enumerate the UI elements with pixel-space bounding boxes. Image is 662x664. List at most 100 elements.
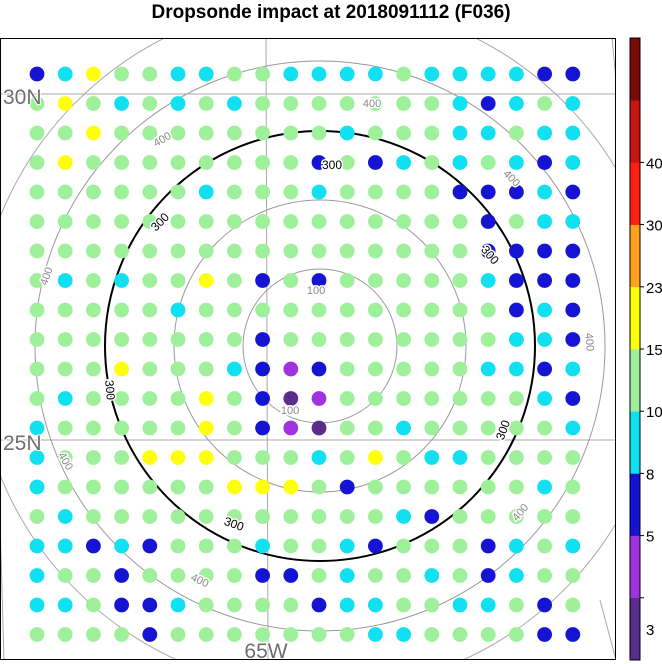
impact-point [29, 214, 45, 229]
impact-point [198, 450, 214, 465]
impact-point [368, 420, 383, 436]
impact-point [368, 332, 383, 347]
impact-point [311, 538, 327, 554]
impact-point [29, 184, 45, 200]
impact-point [86, 450, 101, 465]
impact-point [368, 96, 383, 111]
impact-point [396, 302, 411, 318]
impact-point [29, 96, 45, 111]
impact-point [142, 509, 158, 524]
impact-point [29, 332, 45, 347]
impact-point [311, 155, 327, 170]
impact-point [452, 450, 468, 465]
impact-point [227, 273, 242, 288]
impact-point [170, 420, 186, 436]
impact-point [86, 420, 101, 436]
impact-point [480, 184, 496, 200]
impact-point [283, 155, 299, 170]
impact-point [255, 243, 270, 259]
impact-point [283, 420, 299, 436]
impact-point [452, 420, 468, 436]
impact-point [452, 627, 468, 642]
impact-point [142, 538, 158, 554]
impact-point [86, 568, 101, 583]
impact-point [537, 332, 552, 347]
impact-point [283, 214, 299, 229]
impact-point [142, 479, 158, 495]
impact-point [283, 479, 299, 495]
impact-point [480, 568, 496, 583]
impact-point [142, 361, 158, 377]
impact-point [142, 302, 158, 318]
impact-point [227, 214, 242, 229]
impact-point [424, 568, 440, 583]
impact-point [396, 479, 411, 495]
impact-point [283, 597, 299, 613]
impact-point [86, 538, 101, 554]
impact-point [142, 568, 158, 583]
impact-point [537, 184, 552, 200]
impact-point [170, 273, 186, 288]
impact-point [565, 302, 581, 318]
impact-point [509, 538, 524, 554]
impact-point [452, 125, 468, 141]
colorbar-segment [630, 224, 640, 288]
impact-point [142, 155, 158, 170]
impact-point [509, 66, 524, 82]
impact-point [170, 597, 186, 613]
impact-point [452, 66, 468, 82]
impact-point [396, 538, 411, 554]
impact-point [452, 243, 468, 259]
impact-point [452, 538, 468, 554]
impact-point [368, 155, 383, 170]
impact-point [227, 509, 242, 524]
impact-point [57, 627, 73, 642]
impact-point [29, 597, 45, 613]
impact-point [311, 361, 327, 377]
impact-point [509, 273, 524, 288]
impact-point [339, 125, 355, 141]
impact-point [339, 538, 355, 554]
impact-point [283, 627, 299, 642]
impact-point [283, 96, 299, 111]
impact-point [57, 214, 73, 229]
impact-point [424, 273, 440, 288]
impact-point [255, 125, 270, 141]
impact-point [86, 184, 101, 200]
impact-point [424, 597, 440, 613]
impact-point [198, 273, 214, 288]
impact-point [368, 184, 383, 200]
impact-point [537, 66, 552, 82]
impact-point [537, 273, 552, 288]
impact-point [86, 361, 101, 377]
impact-point [114, 627, 129, 642]
impact-point [509, 184, 524, 200]
impact-point [565, 391, 581, 406]
range-ring-label: 400 [55, 451, 75, 473]
impact-point [255, 597, 270, 613]
impact-point [57, 155, 73, 170]
impact-point [509, 243, 524, 259]
impact-point [114, 125, 129, 141]
impact-point [509, 155, 524, 170]
impact-point [565, 361, 581, 377]
impact-point [283, 243, 299, 259]
impact-point [170, 243, 186, 259]
impact-point [57, 184, 73, 200]
impact-point [255, 302, 270, 318]
impact-point [57, 96, 73, 111]
impact-point [255, 509, 270, 524]
impact-point [339, 302, 355, 318]
colorbar-tick-label: 40 [646, 155, 662, 172]
impact-point [198, 302, 214, 318]
impact-point [339, 420, 355, 436]
impact-point [396, 597, 411, 613]
impact-point [255, 66, 270, 82]
impact-point [537, 568, 552, 583]
impact-point [396, 66, 411, 82]
impact-point [509, 627, 524, 642]
impact-point [424, 125, 440, 141]
impact-point [114, 509, 129, 524]
impact-point [480, 361, 496, 377]
impact-point [396, 420, 411, 436]
